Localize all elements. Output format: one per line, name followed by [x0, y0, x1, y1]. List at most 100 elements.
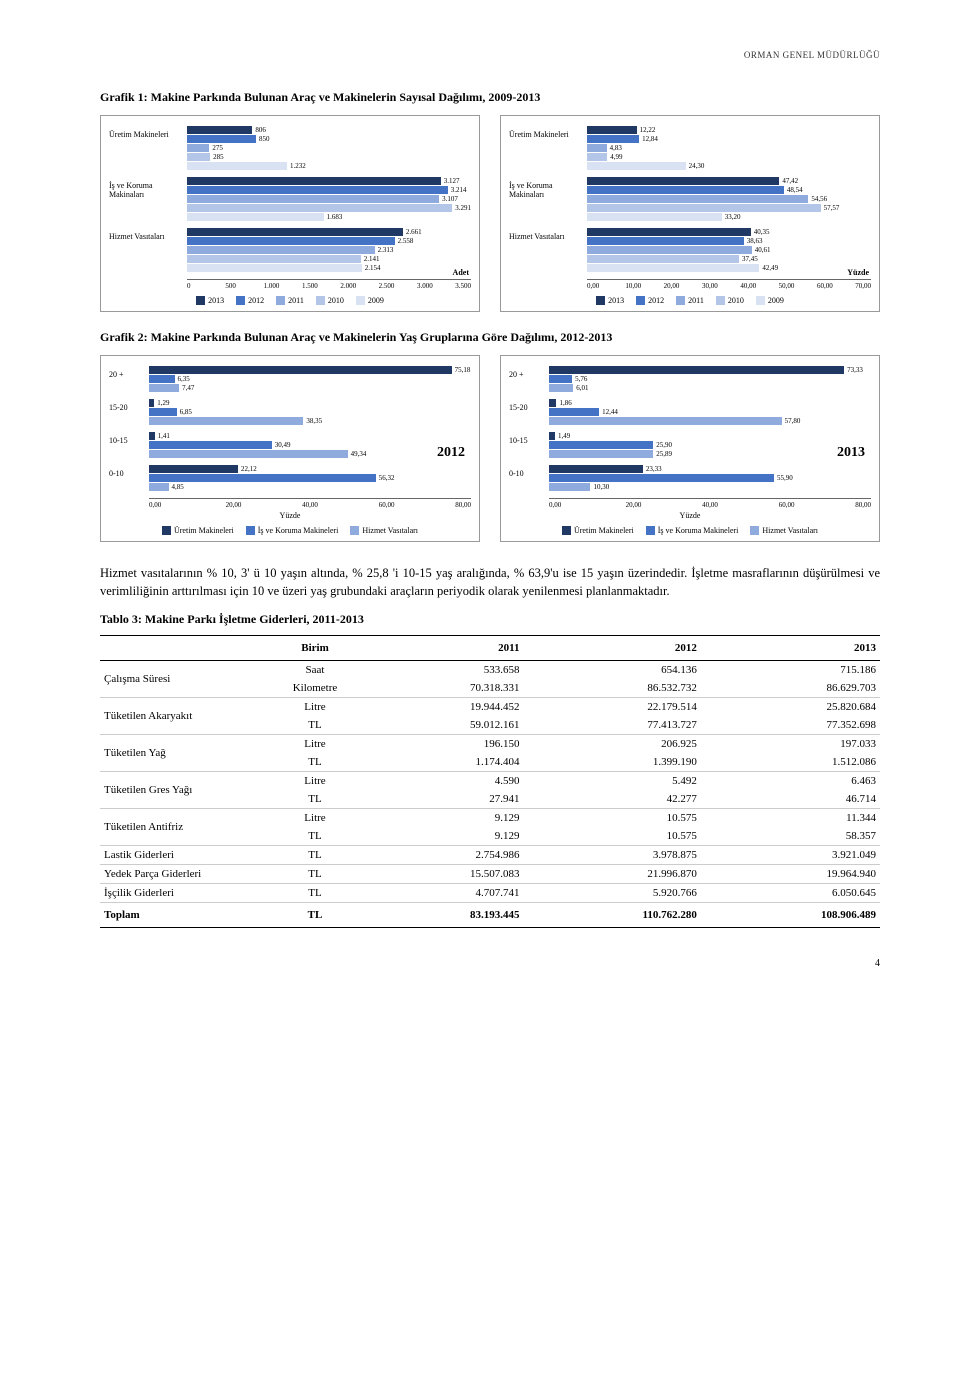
bar: 5,76	[549, 375, 871, 383]
grafik2-left-chart: 20 + 75,18 6,35 7,47 15-20 1,29 6,85 38,…	[100, 355, 480, 542]
bar-value-label: 4,85	[172, 483, 184, 491]
category-label: 20 +	[509, 366, 549, 379]
bar-value-label: 48,54	[787, 186, 803, 194]
value-cell: 19.944.452	[360, 698, 523, 717]
legend-item: 2010	[316, 296, 344, 305]
value-cell: 70.318.331	[360, 679, 523, 698]
bar-track: 1,29 6,85 38,35	[149, 399, 471, 426]
bar-fill	[549, 450, 653, 458]
value-cell: 2.754.986	[360, 846, 523, 865]
bar: 54,56	[587, 195, 871, 203]
bar-fill	[549, 384, 573, 392]
bar-fill	[187, 186, 448, 194]
bar-value-label: 6,35	[178, 375, 190, 383]
value-cell: 6.050.645	[701, 884, 880, 903]
x-tick: 1.500	[302, 282, 340, 290]
year-overlay: 2012	[437, 445, 465, 461]
row-label-cell: Tüketilen Antifriz	[100, 809, 270, 846]
legend-item: 2013	[596, 296, 624, 305]
x-axis: 0,0020,0040,0060,0080,00	[549, 498, 871, 509]
chart-unit-label: Adet	[453, 268, 469, 277]
bar-value-label: 55,90	[777, 474, 793, 482]
bar: 12,84	[587, 135, 871, 143]
bar: 1,49	[549, 432, 871, 440]
bar-value-label: 2.154	[365, 264, 381, 272]
category-label: Üretim Makineleri	[109, 126, 187, 139]
bar: 850	[187, 135, 471, 143]
bar: 4,85	[149, 483, 471, 491]
legend-swatch	[246, 526, 255, 535]
bar-fill	[587, 246, 752, 254]
bar-track: 47,42 48,54 54,56 57,57 33,20	[587, 177, 871, 222]
bar-fill	[587, 144, 607, 152]
bar-value-label: 57,80	[785, 417, 801, 425]
legend-swatch	[676, 296, 685, 305]
legend-item: 2011	[276, 296, 304, 305]
category-label: Üretim Makineleri	[509, 126, 587, 139]
bar-value-label: 6,85	[180, 408, 192, 416]
bar-value-label: 1,49	[558, 432, 570, 440]
bar-fill	[149, 384, 179, 392]
category-label: Hizmet Vasıtaları	[509, 228, 587, 241]
value-cell: 5.492	[523, 772, 700, 791]
bar-value-label: 5,76	[575, 375, 587, 383]
bar-fill	[587, 264, 759, 272]
bar-value-label: 75,18	[455, 366, 471, 374]
bar-value-label: 1,41	[158, 432, 170, 440]
category-label: İş ve Koruma Makinaları	[509, 177, 587, 199]
grafik1-left-chart: Üretim Makineleri 806 850 275 285 1.232 …	[100, 115, 480, 312]
grafik2-right-chart: 20 + 73,33 5,76 6,01 15-20 1,86 12,44 57…	[500, 355, 880, 542]
bar-value-label: 1,29	[157, 399, 169, 407]
bar-fill	[549, 474, 774, 482]
row-label-cell: Tüketilen Gres Yağı	[100, 772, 270, 809]
bar: 30,49	[149, 441, 471, 449]
body-paragraph: Hizmet vasıtalarının % 10, 3' ü 10 yaşın…	[100, 564, 880, 600]
legend-label: 2013	[608, 296, 624, 305]
value-cell: 9.129	[360, 809, 523, 828]
bar-fill	[549, 417, 782, 425]
x-tick: 40,00	[740, 282, 778, 290]
row-label-cell: Çalışma Süresi	[100, 661, 270, 698]
bar-fill	[549, 465, 643, 473]
bar-fill	[587, 255, 739, 263]
category-label: İş ve Koruma Makinaları	[109, 177, 187, 199]
year-overlay: 2013	[837, 445, 865, 461]
bar-value-label: 24,30	[689, 162, 705, 170]
unit-cell: Saat	[270, 661, 360, 680]
bar-value-label: 25,89	[656, 450, 672, 458]
bar-fill	[587, 186, 784, 194]
chart-category: 20 + 73,33 5,76 6,01	[509, 366, 871, 393]
value-cell: 533.658	[360, 661, 523, 680]
grafik1-title: Grafik 1: Makine Parkında Bulunan Araç v…	[100, 90, 880, 105]
bar-fill	[187, 237, 395, 245]
bar-fill	[187, 126, 252, 134]
bar: 6,01	[549, 384, 871, 392]
bar-fill	[187, 204, 452, 212]
chart-category: İş ve Koruma Makinaları 3.127 3.214 3.10…	[109, 177, 471, 222]
x-tick: 70,00	[855, 282, 871, 290]
bar-fill	[587, 153, 607, 161]
bar-track: 40,35 38,63 40,61 37,45 42,49	[587, 228, 871, 273]
bar-fill	[149, 375, 175, 383]
legend-label: 2012	[648, 296, 664, 305]
chart-category: 10-15 1,41 30,49 49,34	[109, 432, 471, 459]
bar-fill	[187, 195, 439, 203]
row-label-cell: Lastik Giderleri	[100, 846, 270, 865]
category-label: 15-20	[109, 399, 149, 412]
legend-swatch	[350, 526, 359, 535]
value-cell: 42.277	[523, 790, 700, 809]
bar-value-label: 73,33	[847, 366, 863, 374]
unit-cell: TL	[270, 716, 360, 735]
bar-fill	[187, 246, 375, 254]
bar: 1,86	[549, 399, 871, 407]
value-cell: 86.629.703	[701, 679, 880, 698]
value-cell: 21.996.870	[523, 865, 700, 884]
bar-track: 806 850 275 285 1.232	[187, 126, 471, 171]
x-tick: 3.500	[455, 282, 471, 290]
legend-item: 2012	[636, 296, 664, 305]
table-header-cell: 2013	[701, 636, 880, 661]
x-tick: 0,00	[587, 282, 625, 290]
bar-value-label: 2.558	[398, 237, 414, 245]
bar: 38,63	[587, 237, 871, 245]
legend-label: 2009	[768, 296, 784, 305]
